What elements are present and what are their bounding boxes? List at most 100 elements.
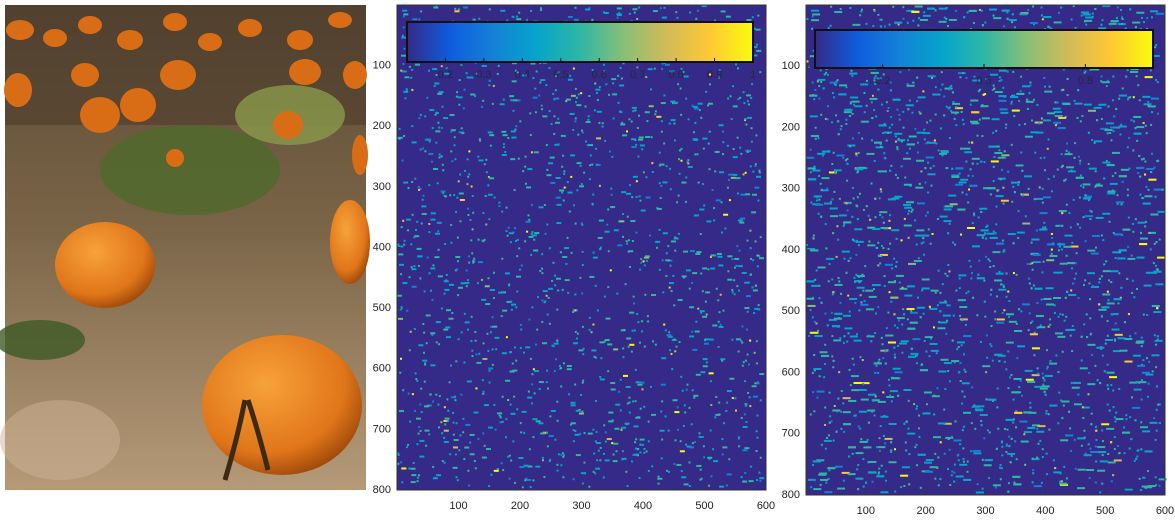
pixel (815, 127, 817, 129)
pixel (1083, 198, 1091, 200)
pixel (950, 85, 952, 87)
pixel (993, 231, 995, 233)
pixel (1102, 440, 1104, 442)
pixel (839, 84, 847, 86)
pixel (1033, 284, 1035, 286)
pixel (1156, 13, 1164, 15)
pixel (503, 99, 505, 101)
pixel (931, 290, 939, 292)
pixel (737, 192, 739, 194)
pixel (985, 256, 987, 258)
pixel (1117, 337, 1125, 339)
pixel (1012, 422, 1014, 424)
pixel (999, 70, 1007, 72)
pixel (604, 140, 606, 142)
pixel (918, 454, 926, 456)
pixel (441, 432, 443, 434)
pixel (671, 290, 673, 292)
pixel (1153, 271, 1161, 273)
pixel (518, 457, 523, 459)
pixel (943, 220, 951, 222)
pixel (867, 410, 875, 412)
pixel (399, 128, 401, 130)
pixel (963, 458, 965, 460)
pixel (917, 132, 925, 134)
pixel (832, 293, 834, 295)
pixel (1029, 82, 1031, 84)
pixel (500, 10, 505, 12)
pixel (472, 212, 474, 214)
pixel (625, 471, 627, 473)
pixel (903, 158, 911, 160)
pixel (726, 484, 728, 486)
pixel (418, 117, 420, 119)
pixel (688, 118, 690, 120)
pixel (722, 153, 724, 155)
pixel (1110, 384, 1112, 386)
pixel (745, 124, 747, 126)
pixel (1051, 253, 1053, 255)
pixel (567, 181, 569, 183)
pixel (447, 410, 449, 412)
pixel (722, 310, 724, 312)
pixel (556, 222, 561, 224)
pixel (694, 441, 696, 443)
pixel (556, 401, 558, 403)
pixel (946, 106, 948, 108)
pixel (510, 460, 512, 462)
pixel (962, 119, 964, 121)
pixel (939, 153, 947, 155)
pixel (680, 160, 682, 162)
pixel (938, 321, 940, 323)
pixel (1042, 456, 1044, 458)
pixel (1141, 345, 1143, 347)
pixel (641, 320, 643, 322)
pixel (889, 384, 891, 386)
pixel (1137, 172, 1139, 174)
pixel (639, 382, 644, 384)
pixel (924, 391, 932, 393)
pixel (970, 277, 972, 279)
pixel (986, 233, 994, 235)
pixel (654, 68, 656, 70)
pixel (897, 177, 899, 179)
pixel (858, 281, 860, 283)
pixel (1027, 9, 1029, 11)
pixel (997, 387, 999, 389)
pixel (1002, 87, 1004, 89)
pixel (1088, 372, 1090, 374)
pixel (416, 221, 418, 223)
pixel (415, 378, 417, 380)
pixel (1133, 120, 1135, 122)
pixel (523, 432, 525, 434)
pixel (910, 312, 918, 314)
pixel (530, 254, 532, 256)
pixel (1114, 459, 1122, 461)
pixel (523, 352, 525, 354)
pixel (908, 453, 910, 455)
pixel (1076, 117, 1078, 119)
pixel (1074, 100, 1076, 102)
pixel (1024, 464, 1026, 466)
pixel (488, 427, 493, 429)
pixel (947, 468, 949, 470)
pixel (604, 231, 609, 233)
pixel (914, 128, 916, 130)
pixel (456, 268, 458, 270)
pixel (537, 296, 539, 298)
pixel (838, 93, 846, 95)
pixel (1058, 117, 1066, 119)
pixel (648, 68, 653, 70)
pixel (482, 358, 487, 360)
pixel (1047, 148, 1049, 150)
pixel (1095, 426, 1097, 428)
pixel (995, 91, 1003, 93)
pixel (995, 232, 997, 234)
pixel (852, 358, 854, 360)
pixel (863, 92, 865, 94)
pixel (534, 232, 539, 234)
pixel (599, 86, 601, 88)
pixel (1029, 407, 1031, 409)
pixel (576, 189, 578, 191)
pixel (1006, 11, 1008, 13)
